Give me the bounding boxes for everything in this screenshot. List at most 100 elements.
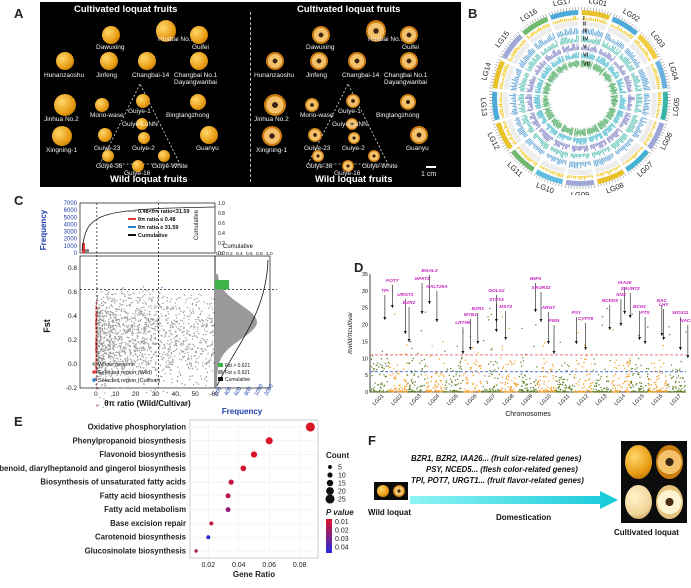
scatter-point — [203, 329, 206, 331]
track-band — [542, 106, 556, 121]
manhattan-point — [423, 384, 425, 387]
scatter-point — [140, 332, 142, 334]
manhattan-point — [502, 366, 505, 368]
track-bar — [594, 124, 600, 132]
scatter-point — [104, 392, 106, 394]
manhattan-point — [673, 386, 675, 388]
scatter-point — [151, 300, 153, 303]
scatter-point — [114, 335, 116, 338]
scatter-point — [109, 334, 111, 336]
track-bar — [527, 94, 533, 96]
manhattan-point — [444, 350, 446, 352]
scatter-point — [133, 380, 135, 382]
track-bar — [591, 47, 593, 52]
track-bar — [529, 112, 535, 115]
track-bar — [564, 64, 567, 69]
track-bar — [574, 28, 576, 35]
track-bar — [573, 153, 575, 160]
manhattan-point — [378, 366, 380, 368]
scatter-point — [127, 290, 129, 293]
track-bar — [519, 125, 523, 128]
track-bar — [524, 55, 530, 60]
scatter-point — [149, 297, 151, 299]
track-bar — [540, 129, 545, 133]
chromosome-label: LG01 — [588, 0, 608, 8]
track-bar — [549, 45, 553, 50]
track-bar — [547, 37, 550, 42]
manhattan-point — [489, 307, 491, 310]
tick-mark — [655, 50, 658, 53]
track-bar — [537, 147, 541, 151]
track-bar — [635, 89, 642, 92]
track-bar — [624, 59, 630, 65]
scatter-point — [126, 361, 129, 363]
track-bar — [599, 68, 603, 73]
track-bar — [652, 126, 656, 129]
scatter-point — [141, 355, 143, 358]
track-bar — [656, 111, 659, 113]
manhattan-point — [639, 388, 641, 390]
track-bar — [625, 33, 628, 36]
track-band — [591, 146, 613, 160]
tick-mark — [604, 10, 606, 14]
manhattan-point — [381, 364, 383, 367]
hist-ytick: 0 — [74, 251, 78, 257]
track-bar — [548, 55, 552, 60]
variety-label: Changbai No.1 — [384, 72, 428, 79]
track-bar — [641, 48, 645, 51]
scatter-point — [118, 355, 121, 357]
manhattan-point — [505, 369, 507, 371]
manhattan-point — [525, 378, 527, 381]
scatter-point — [105, 293, 107, 296]
scatter-point — [116, 387, 118, 389]
track-bar — [621, 121, 628, 126]
manhattan-point — [437, 391, 440, 393]
track-bar — [528, 68, 532, 71]
hist-ytick: 6000 — [64, 208, 78, 214]
scatter-point — [123, 311, 125, 313]
scatter-point — [106, 334, 108, 337]
variety-label: Jinhua No.2 — [254, 116, 289, 123]
chromosome-band — [549, 10, 579, 21]
track-bar — [591, 152, 594, 157]
track-bar — [619, 102, 626, 105]
tick-mark — [653, 47, 657, 50]
track-bar — [611, 105, 616, 108]
track-bar — [570, 56, 572, 60]
track-bar — [607, 137, 612, 143]
scatter-point — [119, 351, 121, 353]
manhattan-point — [666, 384, 669, 387]
track-bar — [600, 19, 602, 23]
scatter-point — [97, 287, 99, 290]
scatter-point — [178, 341, 180, 343]
track-bar — [596, 39, 600, 45]
track-band — [540, 159, 566, 174]
scatter-point — [187, 306, 189, 309]
track-bar — [626, 141, 632, 146]
scatter-point — [101, 343, 104, 345]
divider-line — [250, 12, 251, 182]
scatter-point — [197, 323, 199, 325]
track-bar — [613, 120, 618, 124]
manhattan-point — [440, 372, 443, 374]
scatter-point — [137, 358, 139, 361]
manhattan-point — [395, 387, 397, 389]
track-bar — [596, 174, 598, 177]
manhattan-point — [559, 341, 561, 343]
manhattan-point — [429, 391, 431, 393]
manhattan-point — [572, 370, 574, 372]
track-bar — [575, 161, 577, 168]
scatter-point — [145, 328, 147, 330]
manhattan-point — [489, 388, 491, 390]
track-bar — [637, 68, 643, 72]
scatter-point — [191, 375, 194, 377]
scatter-point — [181, 382, 183, 385]
track-bar — [521, 114, 527, 118]
manhattan-point — [533, 388, 535, 390]
track-bar — [603, 51, 607, 57]
track-bar — [626, 109, 631, 111]
scatter-point — [144, 359, 146, 361]
track-bar — [510, 57, 513, 60]
track-bar — [565, 18, 568, 22]
track-bar — [557, 49, 561, 55]
